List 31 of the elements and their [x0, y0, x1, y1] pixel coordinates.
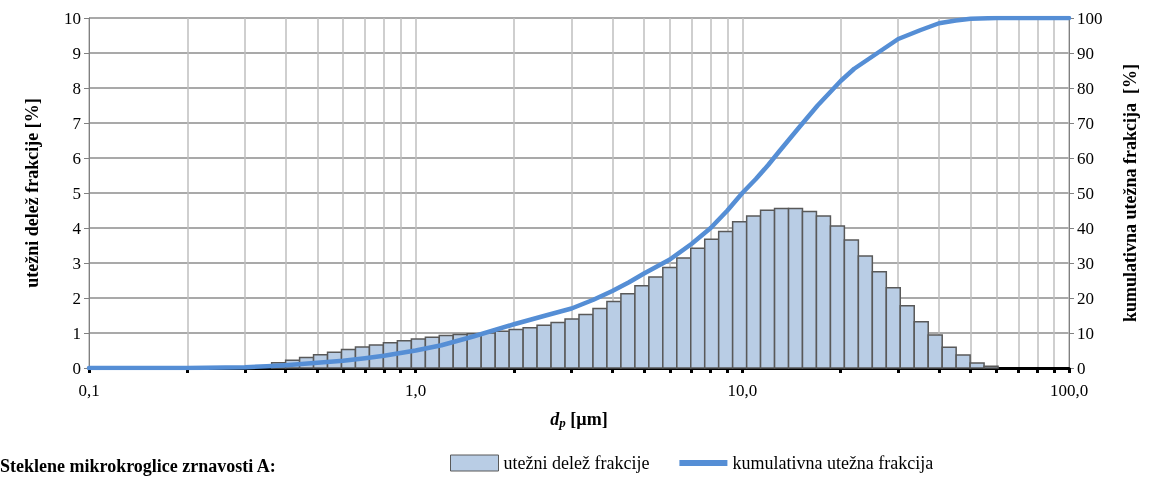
- y-tick-label: 5: [72, 183, 81, 203]
- y-tick-label: 0: [72, 358, 81, 378]
- y2-tick-label: 60: [1077, 148, 1094, 168]
- y2-tick-label: 100: [1077, 8, 1103, 28]
- y2-tick-label: 90: [1077, 43, 1094, 63]
- y-tick-label: 8: [72, 78, 81, 98]
- y2-tick-label: 10: [1077, 323, 1094, 343]
- y-tick-label: 4: [72, 218, 82, 238]
- y-tick-label: 10: [64, 8, 81, 28]
- y2-tick-label: 50: [1077, 183, 1094, 203]
- x-tick-label: 1,0: [405, 381, 427, 400]
- legend-label: utežni delež frakcije: [503, 453, 650, 473]
- y-tick-label: 1: [72, 323, 81, 343]
- y-tick-label: 2: [72, 288, 81, 308]
- y-tick-label: 3: [72, 253, 81, 273]
- y2-tick-label: 80: [1077, 78, 1094, 98]
- x-tick-label: 0,1: [78, 381, 100, 400]
- y-tick-label: 9: [72, 43, 81, 63]
- y2-tick-label: 20: [1077, 288, 1094, 308]
- y2-tick-label: 40: [1077, 218, 1094, 238]
- y-tick-label: 6: [72, 148, 81, 168]
- y2-tick-label: 0: [1077, 358, 1086, 378]
- x-tick-label: 10,0: [727, 381, 758, 400]
- y2-tick-label: 30: [1077, 253, 1094, 273]
- y2-axis-title: kumulativna utežna frakcija [%]: [1120, 64, 1140, 322]
- legend-label: kumulativna utežna frakcija: [732, 453, 934, 473]
- y-tick-label: 7: [72, 113, 82, 133]
- y-axis-title: utežni delež frakcije [%]: [22, 98, 42, 288]
- y2-tick-label: 70: [1077, 113, 1094, 133]
- legend-title: Steklene mikrokroglice zrnavosti A:: [0, 456, 276, 476]
- x-tick-label: 100,0: [1049, 381, 1089, 400]
